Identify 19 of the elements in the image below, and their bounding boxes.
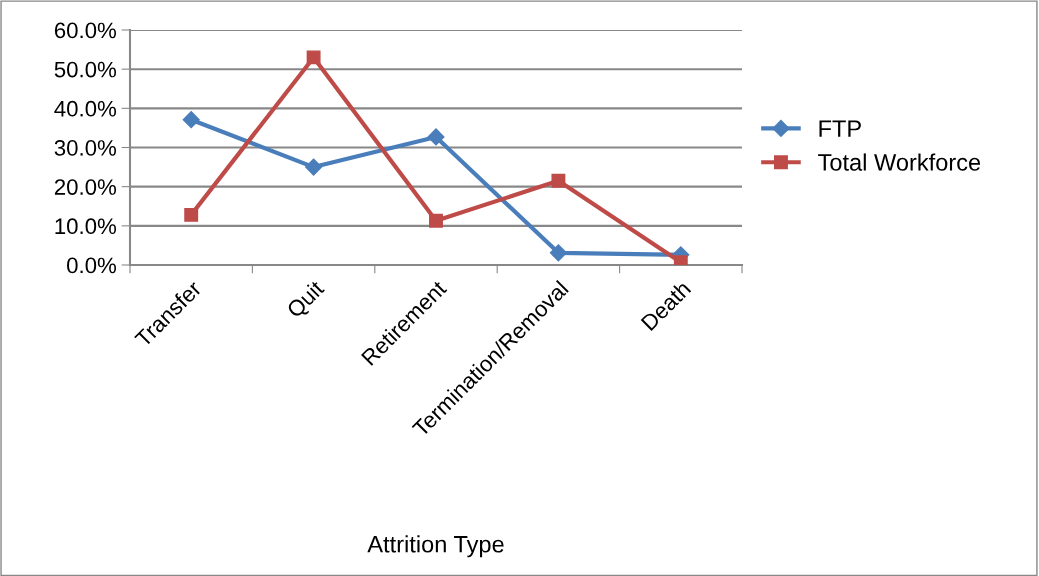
y-tick-label: 40.0% <box>54 100 117 117</box>
legend-label: Total Workforce <box>818 153 981 171</box>
point <box>305 158 323 176</box>
point <box>551 173 566 188</box>
point <box>306 50 321 65</box>
legend-label: FTP <box>819 120 861 137</box>
x-tick-label: Quit <box>285 279 328 322</box>
x-axis-title: Attrition Type <box>367 535 504 558</box>
y-tick-label: 60.0% <box>54 22 117 39</box>
point <box>549 244 567 262</box>
y-tick-label: 30.0% <box>54 140 117 156</box>
point <box>429 213 443 228</box>
y-tick-label: 20.0% <box>54 179 117 195</box>
y-tick-label: 50.0% <box>54 61 117 78</box>
y-tick-label: 10.0% <box>55 218 117 235</box>
point <box>182 111 200 129</box>
point <box>184 207 199 222</box>
point <box>427 128 445 146</box>
y-tick-label: 0.0% <box>67 257 117 274</box>
